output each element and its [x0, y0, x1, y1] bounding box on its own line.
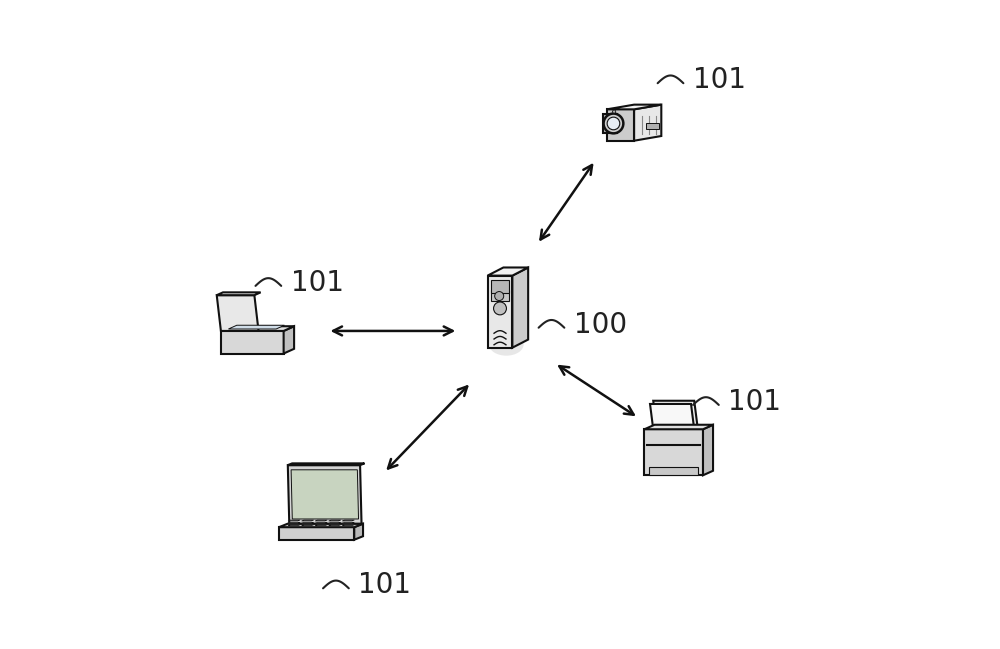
Polygon shape	[217, 292, 261, 295]
Polygon shape	[354, 524, 363, 540]
Circle shape	[495, 291, 504, 300]
Polygon shape	[644, 424, 713, 429]
Polygon shape	[603, 114, 617, 132]
Text: 101: 101	[358, 571, 411, 599]
Polygon shape	[491, 290, 509, 301]
Polygon shape	[646, 123, 659, 129]
Polygon shape	[329, 522, 341, 523]
Polygon shape	[288, 522, 300, 523]
Polygon shape	[607, 104, 661, 109]
Polygon shape	[284, 326, 294, 354]
Polygon shape	[329, 520, 341, 521]
Circle shape	[607, 117, 620, 130]
Polygon shape	[329, 525, 341, 526]
Text: 101: 101	[291, 269, 344, 297]
Circle shape	[494, 302, 506, 315]
Text: 101: 101	[693, 66, 746, 94]
Polygon shape	[649, 467, 698, 475]
Circle shape	[604, 114, 623, 133]
Ellipse shape	[489, 333, 524, 356]
Polygon shape	[315, 520, 327, 521]
Polygon shape	[488, 267, 528, 276]
Polygon shape	[221, 326, 294, 331]
Polygon shape	[217, 295, 259, 331]
Text: 101: 101	[728, 387, 781, 416]
Polygon shape	[279, 527, 354, 540]
Polygon shape	[302, 522, 314, 523]
Polygon shape	[315, 525, 327, 526]
Polygon shape	[279, 524, 363, 527]
Polygon shape	[342, 522, 354, 523]
Polygon shape	[488, 276, 512, 348]
Polygon shape	[288, 463, 364, 465]
Polygon shape	[342, 525, 354, 526]
Polygon shape	[288, 525, 300, 526]
Polygon shape	[703, 424, 713, 475]
Circle shape	[613, 110, 616, 113]
Polygon shape	[607, 109, 634, 141]
Polygon shape	[491, 280, 509, 293]
Polygon shape	[650, 404, 694, 429]
Polygon shape	[512, 267, 528, 348]
Polygon shape	[228, 325, 284, 329]
Text: 100: 100	[574, 310, 627, 339]
Polygon shape	[291, 470, 359, 519]
Polygon shape	[302, 520, 314, 521]
Polygon shape	[644, 429, 703, 475]
Polygon shape	[315, 522, 327, 523]
Polygon shape	[302, 525, 314, 526]
Polygon shape	[634, 104, 661, 141]
Polygon shape	[288, 520, 300, 521]
Polygon shape	[288, 465, 362, 524]
Polygon shape	[653, 400, 697, 426]
Polygon shape	[221, 331, 284, 354]
Polygon shape	[342, 520, 354, 521]
